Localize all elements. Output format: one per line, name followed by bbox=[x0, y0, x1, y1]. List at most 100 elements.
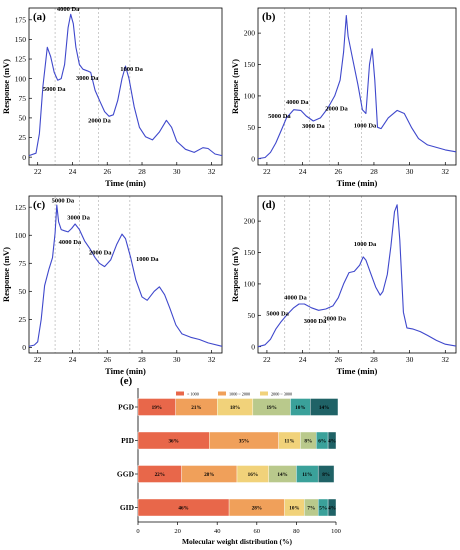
y-tick-label: 50 bbox=[248, 123, 256, 132]
y-tick-label: 200 bbox=[244, 217, 256, 226]
bar-data-label: 7% bbox=[307, 506, 315, 512]
y-tick-label: 25 bbox=[19, 315, 27, 324]
category-label: GGD bbox=[117, 470, 135, 479]
y-tick-label: 125 bbox=[15, 203, 27, 212]
y-axis-label: Response (mV) bbox=[1, 59, 11, 114]
y-tick-label: 150 bbox=[244, 60, 256, 69]
bar-data-label: 8% bbox=[304, 439, 312, 445]
bar-data-label: 22% bbox=[155, 472, 165, 478]
x-tick-label: 28 bbox=[138, 355, 146, 364]
x-tick-label: 30 bbox=[173, 167, 181, 176]
y-tick-label: 0 bbox=[22, 343, 26, 352]
chart-panel: (e) 0 20 40 60 80 100 Molecular weight distribu… bbox=[117, 375, 341, 546]
bar-data-label: 19% bbox=[152, 405, 162, 411]
y-axis-label: Response (mV) bbox=[230, 59, 240, 114]
x-tick-label: 24 bbox=[299, 167, 307, 176]
panel-label: (e) bbox=[120, 375, 133, 387]
x-tick-label: 80 bbox=[293, 528, 300, 535]
bar-data-label: 11% bbox=[302, 472, 312, 478]
x-tick-label: 28 bbox=[138, 167, 146, 176]
x-tick-label: 30 bbox=[173, 355, 181, 364]
y-tick-label: 75 bbox=[19, 94, 27, 103]
category-label: PID bbox=[121, 436, 135, 445]
peak-label: 4000 Da bbox=[286, 99, 309, 106]
category-label: GID bbox=[120, 503, 135, 512]
peak-label: 2000 Da bbox=[323, 315, 346, 322]
peak-label: 2000 Da bbox=[89, 249, 112, 256]
peak-label: 1000 Da bbox=[354, 122, 377, 129]
bar-data-label: 5% bbox=[319, 506, 327, 512]
peak-label: 3000 Da bbox=[76, 75, 99, 82]
x-tick-label: 22 bbox=[34, 355, 42, 364]
x-tick-label: 40 bbox=[214, 528, 221, 535]
chart-panel: 22 24 26 28 30 32 0 25 50 75 100 125 Time (min) Respo… bbox=[1, 195, 223, 376]
bar-data-label: 4% bbox=[328, 506, 336, 512]
y-tick-label: 0 bbox=[251, 154, 255, 163]
legend-swatch bbox=[218, 391, 226, 396]
x-tick-label: 22 bbox=[263, 355, 271, 364]
x-axis-label: Time (min) bbox=[105, 178, 146, 188]
x-tick-label: 32 bbox=[208, 167, 216, 176]
x-tick-label: 100 bbox=[331, 528, 341, 535]
legend-label: 2000 ~ 3000 bbox=[271, 392, 292, 397]
x-axis-label: Molecular weight distribution (%) bbox=[182, 537, 293, 546]
peak-label: 1000 Da bbox=[136, 256, 159, 263]
bar-data-label: 10% bbox=[289, 506, 299, 512]
peak-label: 5000 Da bbox=[268, 113, 291, 120]
panel-label: (c) bbox=[33, 199, 46, 211]
bar-data-label: 28% bbox=[204, 472, 214, 478]
bar-data-label: 28% bbox=[252, 506, 262, 512]
y-tick-label: 100 bbox=[244, 280, 256, 289]
y-tick-label: 50 bbox=[19, 287, 27, 296]
x-axis-label: Time (min) bbox=[105, 366, 146, 376]
y-tick-label: 100 bbox=[244, 92, 256, 101]
bar-data-label: 8% bbox=[322, 472, 330, 478]
chart-panel: 22 24 26 28 30 32 0 50 100 150 200 Time (min) Respon… bbox=[230, 195, 457, 376]
x-tick-label: 32 bbox=[442, 167, 450, 176]
bar-data-label: 21% bbox=[191, 405, 201, 411]
x-tick-label: 60 bbox=[254, 528, 261, 535]
panel-label: (b) bbox=[262, 11, 276, 23]
panel-label: (d) bbox=[262, 199, 276, 211]
x-tick-label: 20 bbox=[174, 528, 181, 535]
x-tick-label: 28 bbox=[370, 355, 378, 364]
plot-frame bbox=[257, 7, 457, 166]
y-tick-label: 0 bbox=[22, 153, 26, 162]
x-tick-label: 30 bbox=[406, 355, 414, 364]
bar-data-label: 11% bbox=[284, 439, 294, 445]
legend-label: < 1000 bbox=[187, 392, 199, 397]
bar-segment bbox=[327, 431, 337, 450]
x-tick-label: 26 bbox=[103, 167, 111, 176]
bar-data-label: 46% bbox=[178, 506, 188, 512]
x-tick-label: 32 bbox=[208, 355, 216, 364]
bar-data-label: 14% bbox=[319, 405, 329, 411]
chart-panel: 22 24 26 28 30 32 0 25 50 75 100 125 150 175 Time (min… bbox=[1, 6, 223, 188]
chromatogram-line bbox=[28, 204, 223, 347]
y-tick-label: 50 bbox=[248, 311, 256, 320]
peak-label: 4000 Da bbox=[57, 6, 80, 13]
x-tick-label: 32 bbox=[442, 355, 450, 364]
chromatogram-line bbox=[257, 14, 457, 160]
bar-data-label: 35% bbox=[239, 439, 249, 445]
bar-data-label: 14% bbox=[277, 472, 287, 478]
x-tick-label: 30 bbox=[406, 167, 414, 176]
peak-label: 3000 Da bbox=[304, 318, 327, 325]
peak-label: 2000 Da bbox=[88, 118, 111, 125]
x-tick-label: 24 bbox=[69, 167, 77, 176]
x-axis-label: Time (min) bbox=[337, 178, 378, 188]
legend-swatch bbox=[260, 391, 268, 396]
peak-label: 3000 Da bbox=[302, 123, 325, 130]
peak-label: 5000 Da bbox=[43, 86, 66, 93]
bar-data-label: 19% bbox=[266, 405, 276, 411]
category-label: PGD bbox=[118, 403, 134, 412]
peak-label: 1000 Da bbox=[354, 241, 377, 248]
x-tick-label: 28 bbox=[370, 167, 378, 176]
chromatogram-line bbox=[28, 13, 223, 157]
y-tick-label: 175 bbox=[15, 15, 27, 24]
x-axis-label: Time (min) bbox=[337, 366, 378, 376]
x-tick-label: 24 bbox=[69, 355, 77, 364]
legend-swatch bbox=[176, 391, 184, 396]
chart-panel: 22 24 26 28 30 32 0 50 100 150 200 Time (min) Respon… bbox=[230, 7, 457, 188]
plot-frame bbox=[28, 7, 223, 166]
